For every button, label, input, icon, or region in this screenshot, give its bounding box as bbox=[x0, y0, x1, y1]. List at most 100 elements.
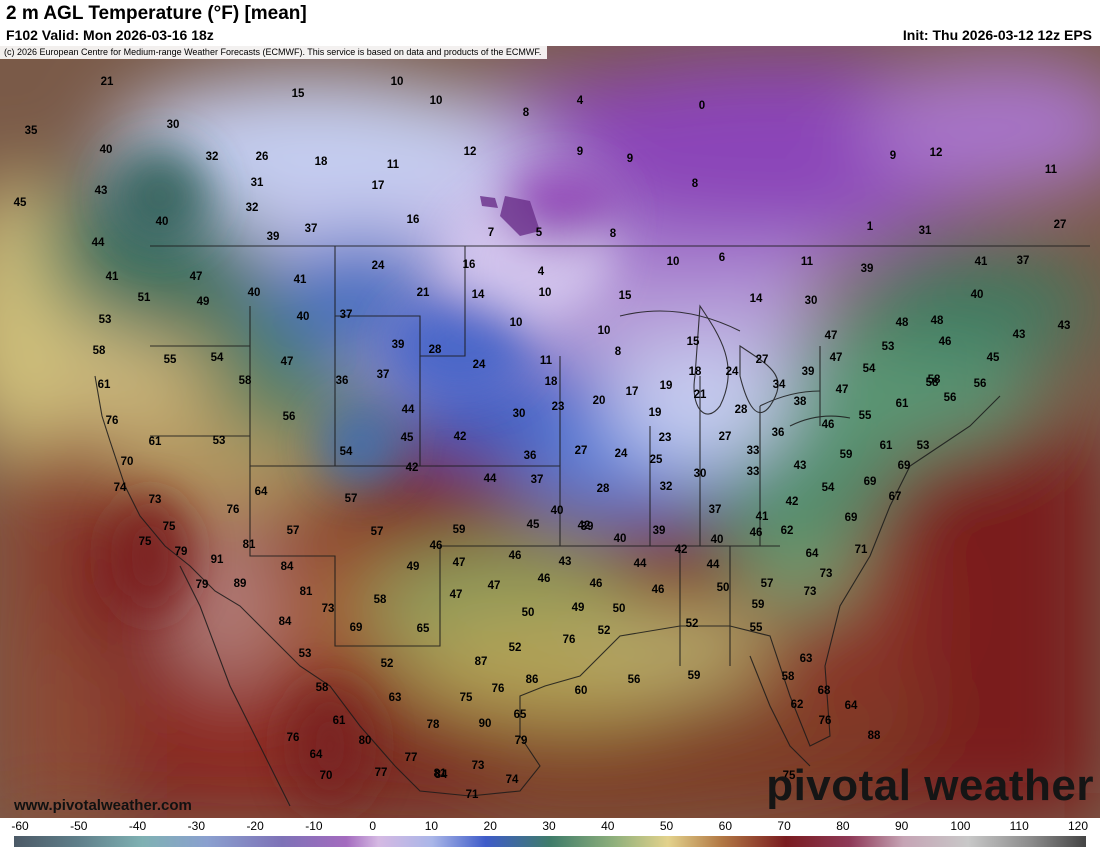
temperature-label: 52 bbox=[598, 625, 611, 637]
temperature-label: 24 bbox=[726, 366, 739, 378]
temperature-label: 53 bbox=[99, 314, 112, 326]
temperature-label: 77 bbox=[375, 767, 388, 779]
temperature-label: 16 bbox=[407, 214, 420, 226]
temperature-label: 27 bbox=[1054, 219, 1067, 231]
temperature-label: 54 bbox=[211, 352, 224, 364]
colorbar-tick-label: -20 bbox=[246, 819, 264, 833]
temperature-label: 73 bbox=[820, 568, 833, 580]
temperature-label: 18 bbox=[315, 156, 328, 168]
temperature-label: 58 bbox=[928, 374, 941, 386]
temperature-label: 4 bbox=[577, 95, 584, 107]
temperature-label: 40 bbox=[614, 533, 627, 545]
temperature-label: 79 bbox=[175, 546, 188, 558]
temperature-label: 24 bbox=[372, 260, 385, 272]
temperature-label: 53 bbox=[299, 648, 312, 660]
temperature-label: 55 bbox=[164, 354, 177, 366]
temperature-label: 37 bbox=[305, 223, 318, 235]
map-title: 2 m AGL Temperature (°F) [mean] bbox=[6, 3, 307, 24]
colorbar-tick-label: 40 bbox=[601, 819, 615, 833]
temperature-label: 63 bbox=[389, 692, 402, 704]
temperature-label: 47 bbox=[281, 356, 294, 368]
temperature-label: 52 bbox=[381, 658, 394, 670]
temperature-label: 36 bbox=[772, 427, 785, 439]
temperature-label: 8 bbox=[692, 178, 699, 190]
temperature-label: 23 bbox=[552, 401, 565, 413]
website-text[interactable]: www.pivotalweather.com bbox=[14, 797, 192, 814]
temperature-label: 43 bbox=[1058, 320, 1071, 332]
temperature-label: 8 bbox=[523, 107, 530, 119]
temperature-label: 10 bbox=[430, 95, 443, 107]
temperature-label: 44 bbox=[634, 558, 647, 570]
temperature-label: 19 bbox=[649, 407, 662, 419]
colorbar-tick-label: 30 bbox=[542, 819, 556, 833]
temperature-label: 58 bbox=[93, 345, 106, 357]
temperature-label: 91 bbox=[211, 554, 224, 566]
temperature-label: 86 bbox=[526, 674, 539, 686]
temperature-label: 33 bbox=[747, 445, 760, 457]
temperature-label: 12 bbox=[464, 146, 477, 158]
temperature-label: 76 bbox=[106, 415, 119, 427]
temperature-label: 28 bbox=[597, 483, 610, 495]
temperature-label: 78 bbox=[427, 719, 440, 731]
temperature-label: 87 bbox=[475, 656, 488, 668]
temperature-label: 17 bbox=[626, 386, 639, 398]
temperature-label: 58 bbox=[374, 594, 387, 606]
temperature-label: 0 bbox=[699, 100, 705, 112]
temperature-label: 73 bbox=[149, 494, 162, 506]
temperature-label: 59 bbox=[688, 670, 701, 682]
temperature-label: 54 bbox=[863, 363, 876, 375]
temperature-label: 77 bbox=[405, 752, 418, 764]
temperature-label: 44 bbox=[402, 404, 415, 416]
temperature-label: 43 bbox=[794, 460, 807, 472]
temperature-label: 27 bbox=[575, 445, 588, 457]
temperature-label: 12 bbox=[930, 147, 943, 159]
temperature-label: 62 bbox=[781, 525, 794, 537]
temperature-label: 46 bbox=[590, 578, 603, 590]
temperature-label: 21 bbox=[417, 287, 430, 299]
temperature-label: 59 bbox=[840, 449, 853, 461]
temperature-label: 37 bbox=[1017, 255, 1030, 267]
temperature-label: 47 bbox=[825, 330, 838, 342]
temperature-label: 56 bbox=[944, 392, 957, 404]
temperature-label: 45 bbox=[14, 197, 27, 209]
temperature-label: 43 bbox=[95, 185, 108, 197]
temperature-label: 46 bbox=[939, 336, 952, 348]
temperature-label: 40 bbox=[248, 287, 261, 299]
temperature-label: 60 bbox=[575, 685, 588, 697]
temperature-label: 44 bbox=[92, 237, 105, 249]
temperature-label: 53 bbox=[917, 440, 930, 452]
temperature-label: 74 bbox=[506, 774, 519, 786]
temperature-label: 16 bbox=[463, 259, 476, 271]
temperature-label: 75 bbox=[163, 521, 176, 533]
temperature-label: 19 bbox=[660, 380, 673, 392]
valid-time: F102 Valid: Mon 2026-03-16 18z bbox=[6, 27, 214, 43]
colorbar-tick-label: 90 bbox=[894, 819, 909, 833]
temperature-label: 42 bbox=[578, 520, 591, 532]
temperature-label: 24 bbox=[473, 359, 486, 371]
temperature-label: 55 bbox=[750, 622, 763, 634]
temperature-label: 61 bbox=[880, 440, 893, 452]
temperature-label: 40 bbox=[297, 311, 310, 323]
temperature-label: 46 bbox=[822, 419, 835, 431]
temperature-label: 69 bbox=[845, 512, 858, 524]
temperature-label: 10 bbox=[391, 76, 404, 88]
temperature-label: 75 bbox=[783, 770, 796, 782]
temperature-label: 26 bbox=[256, 151, 269, 163]
temperature-label: 62 bbox=[791, 699, 804, 711]
temperature-label: 47 bbox=[190, 271, 203, 283]
temperature-label: 14 bbox=[750, 293, 763, 305]
temperature-label: 30 bbox=[167, 119, 180, 131]
temperature-label: 46 bbox=[430, 540, 443, 552]
temperature-label: 41 bbox=[294, 274, 307, 286]
temperature-label: 69 bbox=[350, 622, 363, 634]
colorbar-tick-label: -10 bbox=[305, 819, 323, 833]
copyright-notice: (c) 2026 European Centre for Medium-rang… bbox=[0, 46, 548, 59]
temperature-label: 44 bbox=[484, 473, 497, 485]
temperature-label: 53 bbox=[882, 341, 895, 353]
brand-logo: pivotal weather bbox=[766, 761, 1094, 810]
temperature-label: 84 bbox=[281, 561, 294, 573]
colorbar-tick-label: 0 bbox=[369, 819, 376, 833]
temperature-label: 40 bbox=[551, 505, 564, 517]
temperature-label: 8 bbox=[610, 228, 617, 240]
